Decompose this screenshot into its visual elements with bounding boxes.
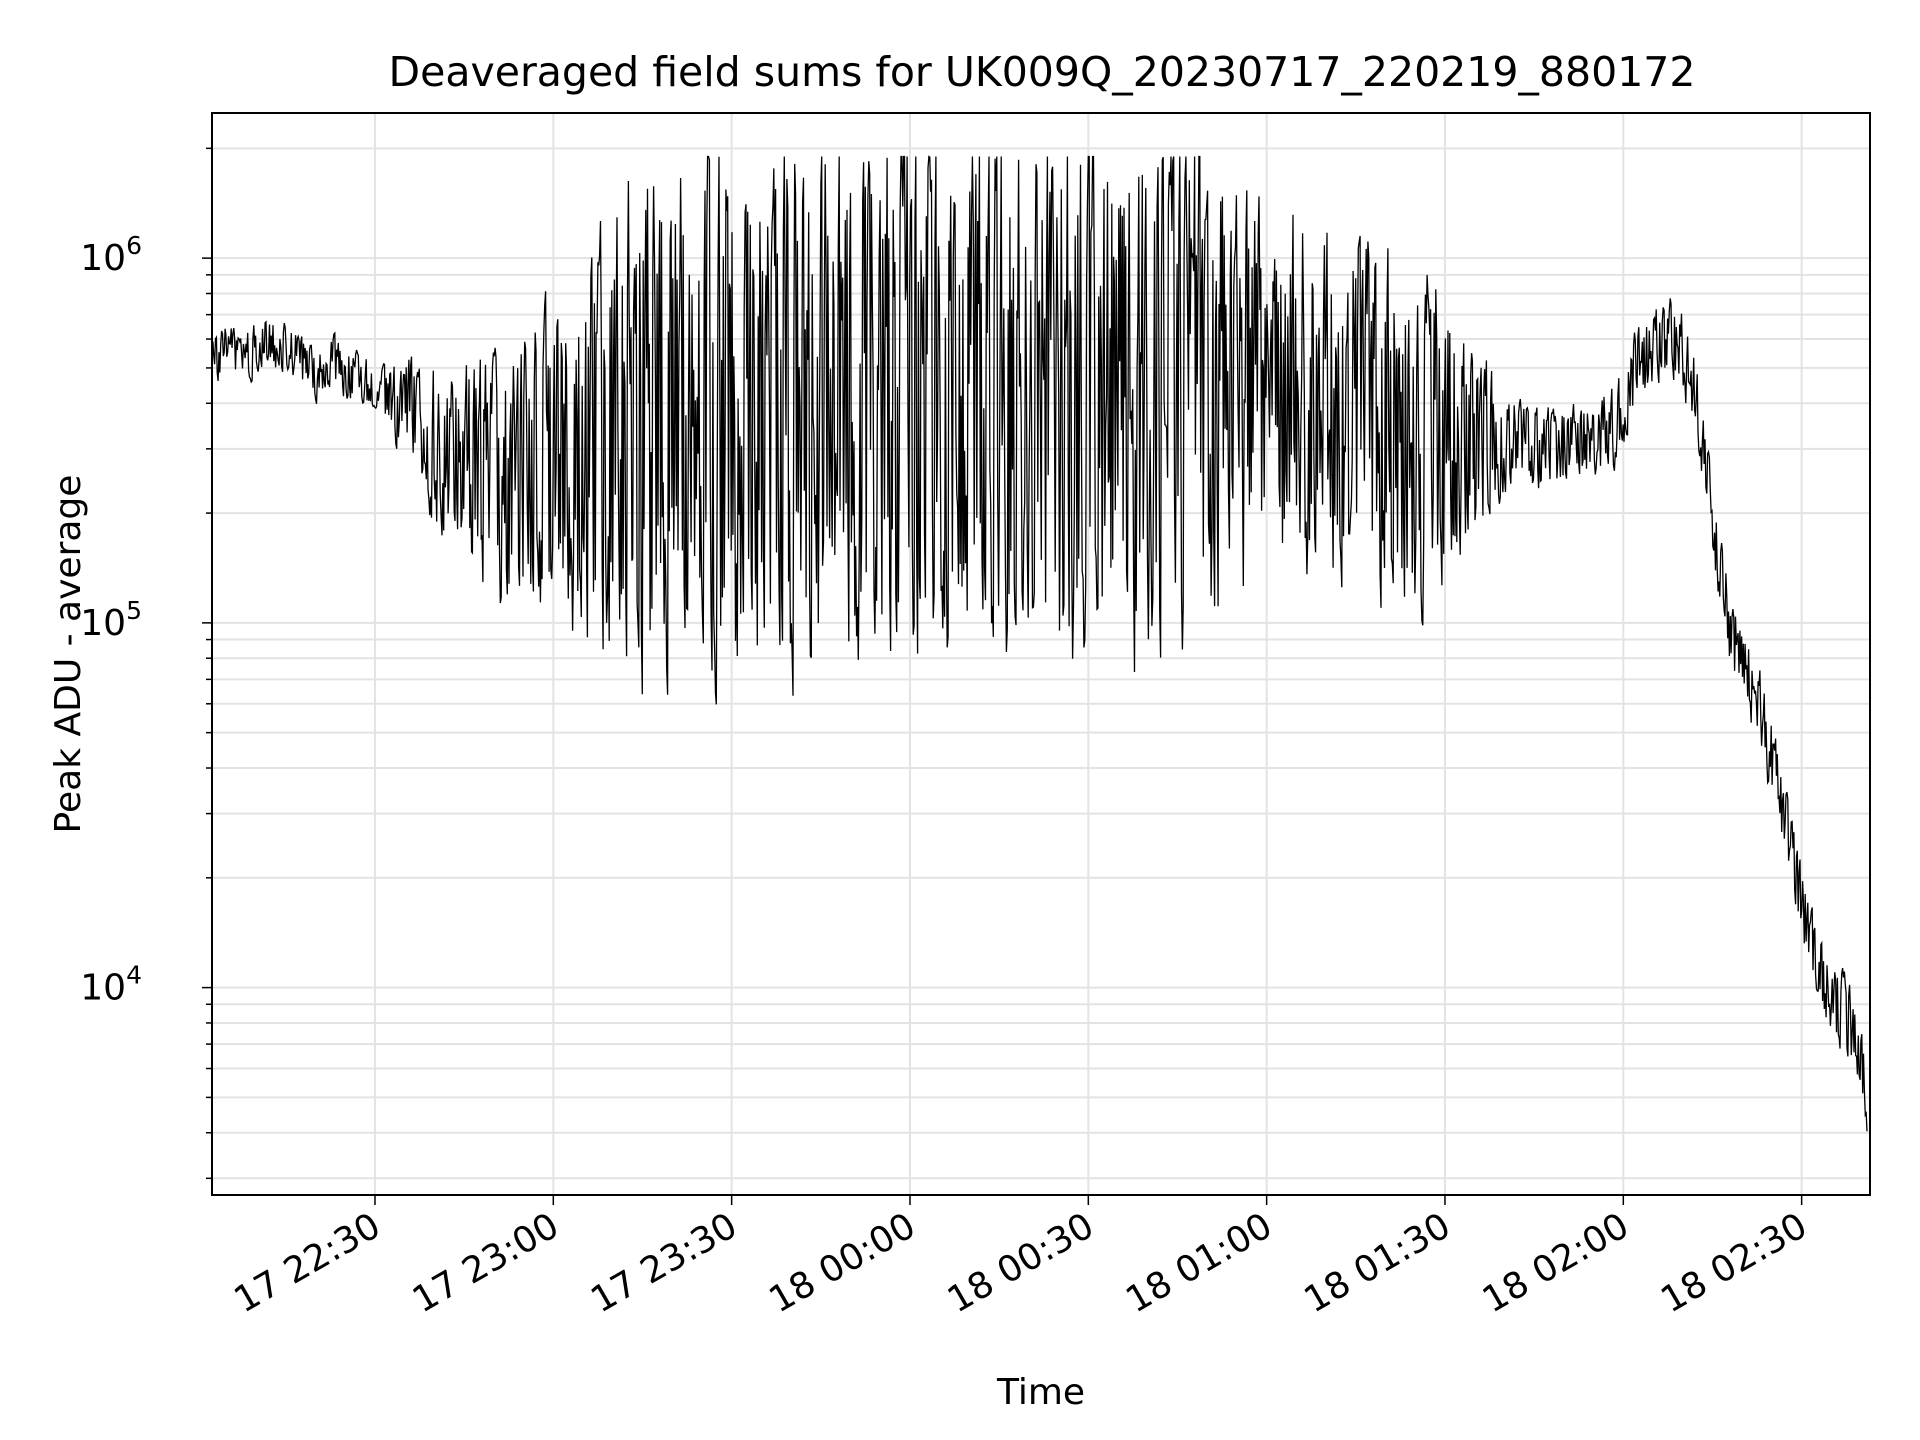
series-line xyxy=(211,155,1868,1132)
data-layer xyxy=(211,155,1868,1132)
y-tick-label: 106 xyxy=(80,231,142,279)
y-axis-label: Peak ADU - average xyxy=(48,475,89,834)
plot-frame xyxy=(211,112,1871,1196)
y-tick-label: 105 xyxy=(80,596,142,644)
chart-title: Deaveraged field sums for UK009Q_2023071… xyxy=(389,48,1696,96)
x-axis-label: Time xyxy=(996,1372,1085,1413)
y-tick-label: 104 xyxy=(80,961,142,1009)
